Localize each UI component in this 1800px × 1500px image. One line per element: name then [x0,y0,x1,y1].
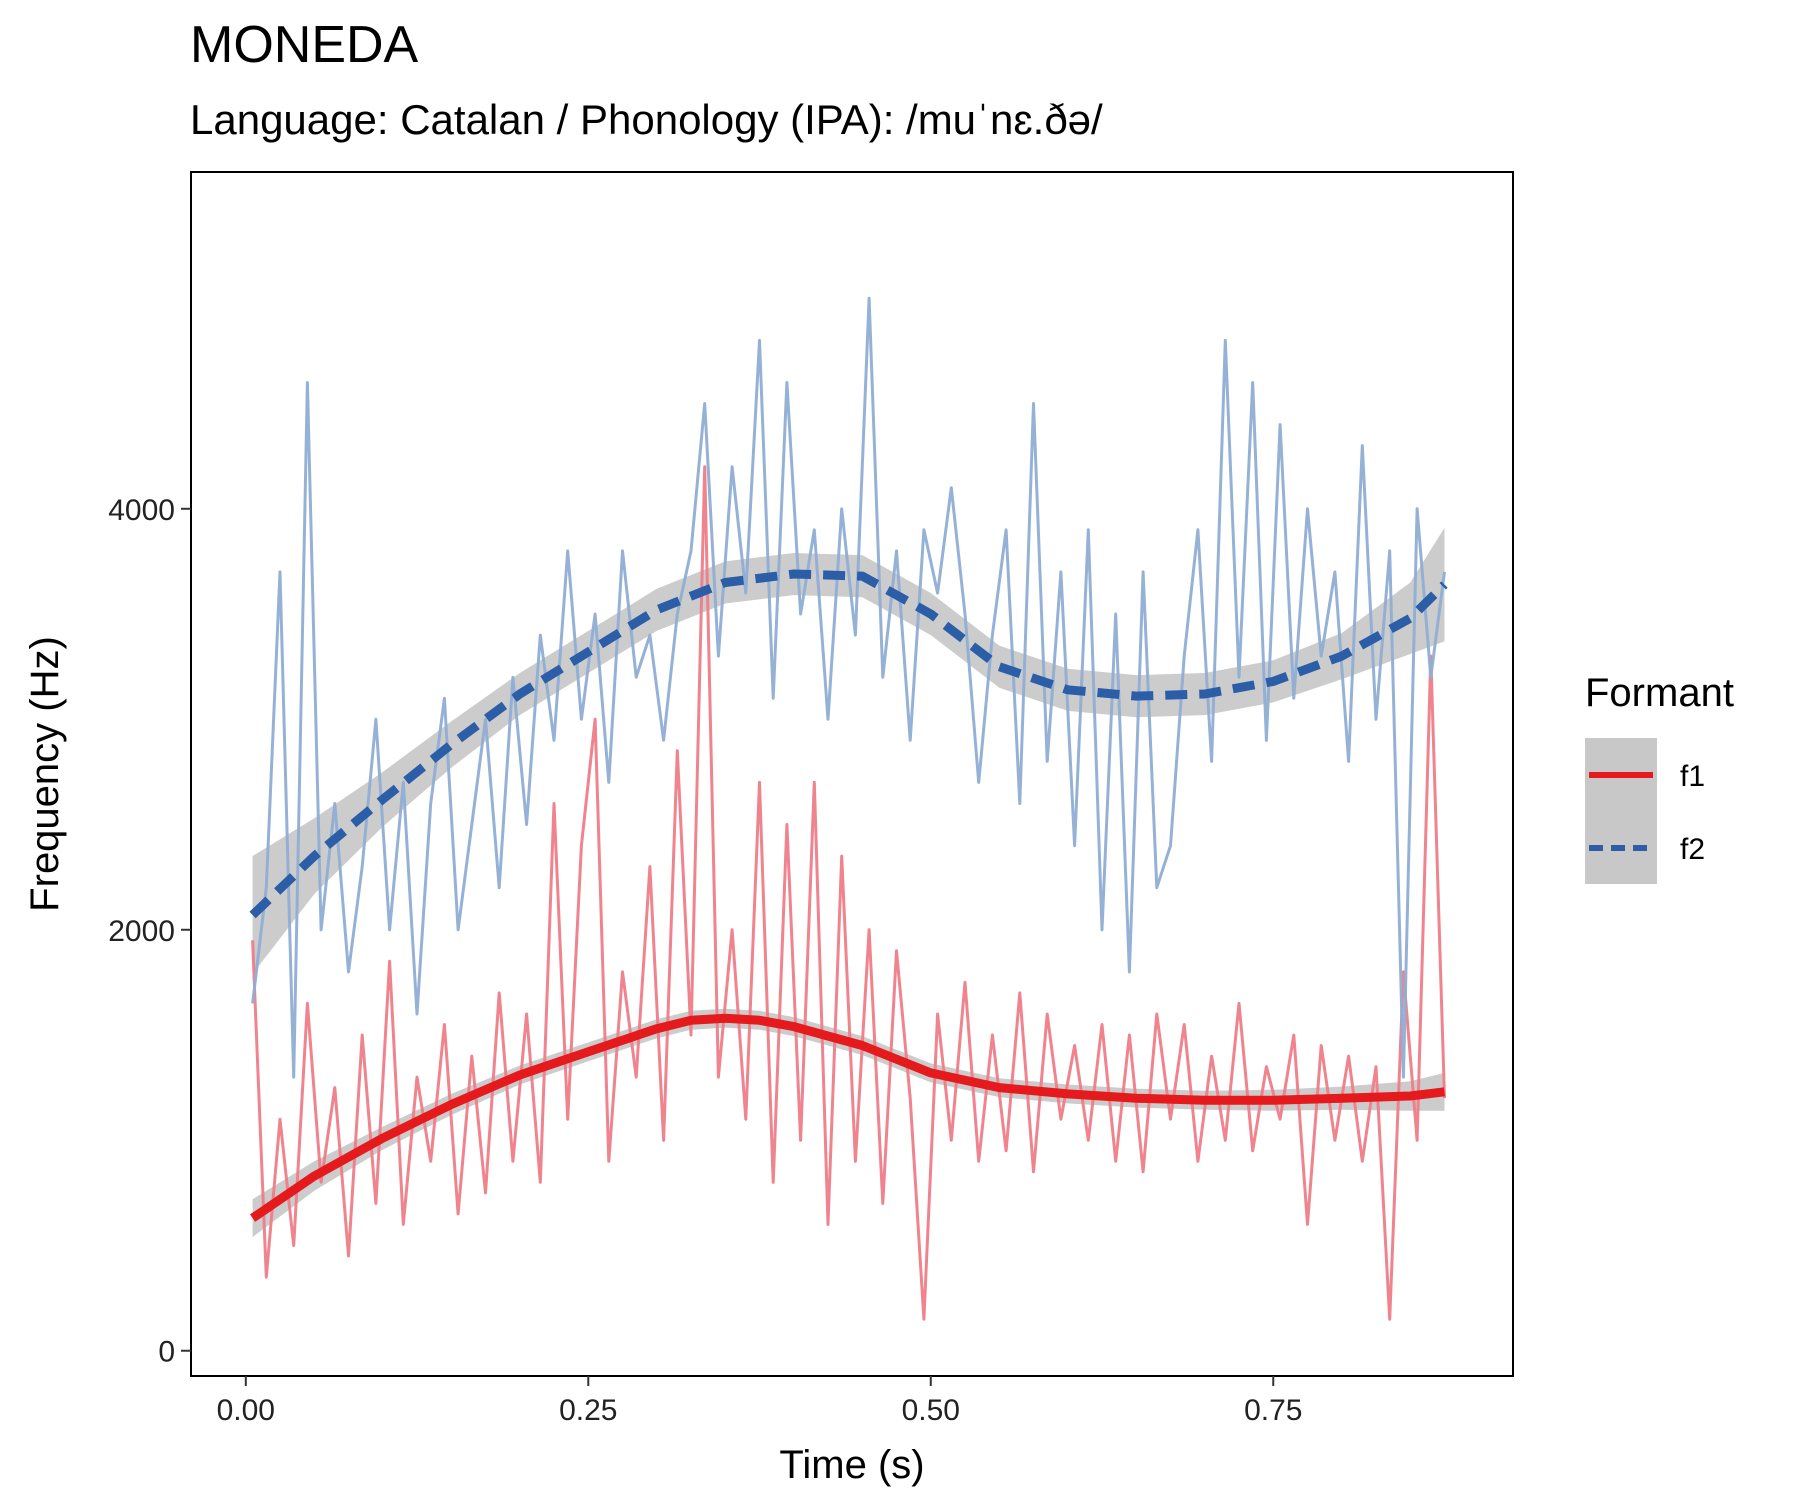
raw-track-f1 [251,465,1446,1321]
y-tick-label: 4000 [108,494,175,527]
smooth-curve-f1 [250,1013,1446,1222]
legend-label-f1: f1 [1680,760,1705,793]
y-tick-label: 2000 [108,915,175,948]
chart-subtitle: Language: Catalan / Phonology (IPA): /mu… [190,96,1103,143]
y-tick-label: 0 [158,1336,175,1369]
smooth-curve-f2 [249,569,1448,919]
y-axis: 0 2000 4000 [108,494,191,1369]
legend-label-f2: f2 [1680,833,1705,866]
y-axis-title: Frequency (Hz) [23,636,67,912]
smoothed-formant-curves [249,569,1448,1222]
x-tick-label: 0.75 [1244,1394,1302,1427]
x-axis: 0.00 0.25 0.50 0.75 [217,1376,1302,1427]
plot-panel-border [190,171,1514,1377]
x-tick-label: 0.50 [902,1394,960,1427]
x-tick-label: 0.00 [217,1394,275,1427]
confidence-band-f2 [252,527,1445,974]
legend: Formant f1 f2 [1585,671,1734,884]
x-axis-title: Time (s) [779,1443,924,1487]
confidence-bands [252,527,1445,1238]
raw-formant-tracks [251,296,1446,1321]
legend-key-background [1585,738,1657,884]
legend-title: Formant [1585,671,1734,715]
raw-track-f2 [251,296,1446,1079]
chart-title: MONEDA [190,16,419,74]
x-tick-label: 0.25 [559,1394,617,1427]
